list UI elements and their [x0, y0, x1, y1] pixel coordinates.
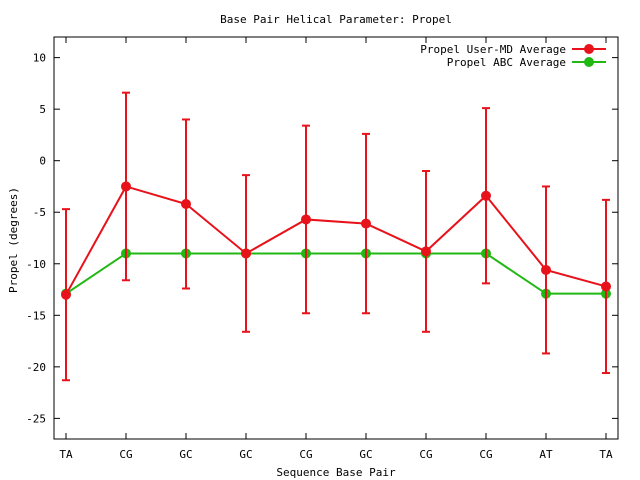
data-point: [181, 198, 191, 209]
x-tick-label: GC: [239, 448, 252, 461]
legend-label: Propel User-MD Average: [420, 43, 566, 56]
series-line: [65, 252, 606, 295]
data-point: [61, 289, 71, 300]
series-0: [61, 91, 611, 382]
y-tick-label: -5: [33, 206, 46, 219]
y-tick-label: 10: [33, 52, 46, 65]
series-line: [65, 185, 607, 296]
x-axis: TA CG GC GC CG GC CG CG AT TA: [59, 37, 613, 461]
legend-marker: [584, 44, 594, 54]
data-point: [121, 181, 131, 192]
data-point: [541, 264, 551, 275]
data-point: [361, 218, 371, 229]
x-tick-label: CG: [299, 448, 312, 461]
x-tick-label: AT: [539, 448, 553, 461]
x-tick-label: CG: [419, 448, 432, 461]
series-layer: [61, 91, 611, 382]
y-tick-label: -10: [26, 258, 46, 271]
x-tick-label: CG: [119, 448, 132, 461]
y-axis: -25 -20 -15 -10 -5 0 5 10: [26, 52, 618, 425]
x-tick-label: CG: [479, 448, 492, 461]
legend-marker: [584, 57, 594, 67]
data-point: [601, 281, 611, 292]
plot-frame: [53, 36, 619, 440]
y-axis-label: Propel (degrees): [7, 187, 20, 293]
data-point: [481, 190, 491, 201]
y-tick-label: -20: [26, 361, 46, 374]
x-tick-label: GC: [359, 448, 372, 461]
legend-label: Propel ABC Average: [447, 56, 566, 69]
chart-title: Base Pair Helical Parameter: Propel: [220, 13, 452, 26]
series-1: [61, 248, 611, 299]
x-tick-label: TA: [599, 448, 613, 461]
y-tick-label: 5: [39, 103, 46, 116]
x-axis-label: Sequence Base Pair: [276, 466, 396, 479]
y-tick-label: -25: [26, 412, 46, 425]
x-tick-label: GC: [179, 448, 192, 461]
y-tick-label: -15: [26, 309, 46, 322]
data-point: [301, 214, 311, 225]
data-point: [421, 246, 431, 257]
data-point: [241, 248, 251, 259]
x-tick-label: TA: [59, 448, 73, 461]
y-tick-label: 0: [39, 155, 46, 168]
